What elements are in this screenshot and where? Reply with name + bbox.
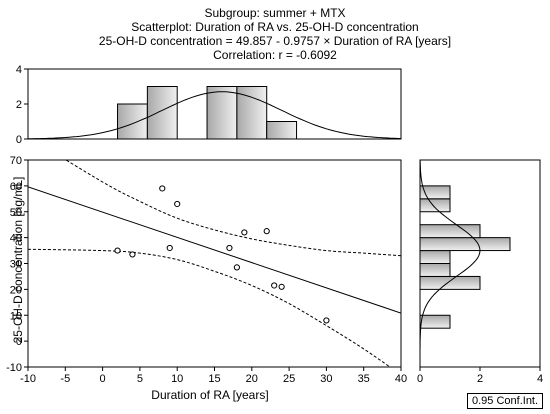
data-point (166, 244, 173, 252)
x-tick-label: 10 (171, 373, 183, 385)
x-tick-label: 2 (477, 373, 483, 385)
plot-lines (28, 160, 401, 367)
data-point (159, 185, 166, 192)
top-histogram: 0 2 4 (16, 64, 402, 146)
histogram-bar (419, 237, 511, 252)
y-tick-label: -10 (6, 362, 22, 374)
y-tick-label: 30 (10, 259, 22, 271)
data-point (241, 229, 248, 236)
x-tick-label: 0 (100, 373, 106, 385)
data-point (323, 317, 330, 324)
data-point (114, 247, 121, 254)
y-tick-label: 40 (10, 233, 22, 245)
main-scatterplot: -10 -5 0 5 10 15 20 25 30 35 40 -10 0 10 20 30 40 50 60 70 (6, 155, 407, 385)
confidence-band-lower (28, 248, 391, 367)
regression-line (28, 186, 401, 314)
data-point (129, 251, 136, 258)
x-tick-label: 20 (246, 373, 258, 385)
confidence-band-upper (65, 160, 401, 257)
confidence-interval-legend: 0.95 Conf.Int. (467, 393, 544, 409)
data-point (226, 244, 233, 252)
right-histogram: 0 2 4 (417, 159, 543, 385)
y-axis-label: 25-OH-D concentration [ng/mL] (11, 177, 25, 344)
main-plot-frame (27, 159, 402, 368)
x-tick-label: 40 (395, 373, 407, 385)
x-tick-label: -10 (20, 373, 36, 385)
x-tick-label: 35 (358, 373, 370, 385)
histogram-bar (419, 275, 481, 290)
histogram-bar (419, 185, 451, 200)
histogram-bar (266, 121, 298, 140)
data-point (263, 228, 270, 235)
y-tick-label: 50 (10, 207, 22, 219)
data-point (174, 200, 181, 208)
histogram-bar (236, 86, 268, 140)
y-tick-label: 70 (10, 155, 22, 167)
y-tick-label: 60 (10, 181, 22, 193)
x-tick-label: 5 (137, 373, 143, 385)
histogram-bar (419, 250, 451, 264)
y-tick-label: 10 (10, 310, 22, 322)
regression-equation: 25-OH-D concentration = 49.857 - 0.9757 … (98, 34, 452, 48)
y-tick-label: 0 (16, 336, 22, 348)
subgroup-title: Subgroup: summer + MTX (204, 6, 346, 20)
y-tick-label: 0 (16, 134, 22, 146)
histogram-bar (419, 224, 481, 239)
histogram-bar (206, 86, 238, 140)
x-tick-label: 0 (417, 373, 423, 385)
data-point (278, 283, 285, 290)
histogram-bar (117, 103, 148, 140)
chart-title-block: Subgroup: summer + MTX Scatterplot: Dura… (0, 6, 550, 62)
y-tick-label: 4 (16, 64, 22, 76)
histogram-bar (419, 263, 451, 277)
confidence-interval-label: 0.95 Conf.Int. (472, 395, 539, 407)
x-axis-label: Duration of RA [years] (151, 388, 268, 402)
y-tick-label: 20 (10, 284, 22, 296)
data-point (233, 264, 240, 271)
correlation-text: Correlation: r = -0.6092 (213, 48, 337, 62)
chart-title: Scatterplot: Duration of RA vs. 25-OH-D … (131, 20, 419, 34)
normal-curve (27, 91, 402, 140)
x-tick-label: 15 (208, 373, 220, 385)
x-tick-label: -5 (60, 373, 70, 385)
x-tick-label: 30 (320, 373, 332, 385)
x-tick-label: 25 (283, 373, 295, 385)
histogram-bar (419, 198, 451, 213)
normal-curve (419, 159, 481, 367)
data-point (271, 282, 278, 289)
x-tick-label: 4 (537, 373, 543, 385)
histogram-bar (146, 86, 178, 140)
histogram-bar (419, 314, 451, 329)
y-tick-label: 2 (16, 99, 22, 111)
